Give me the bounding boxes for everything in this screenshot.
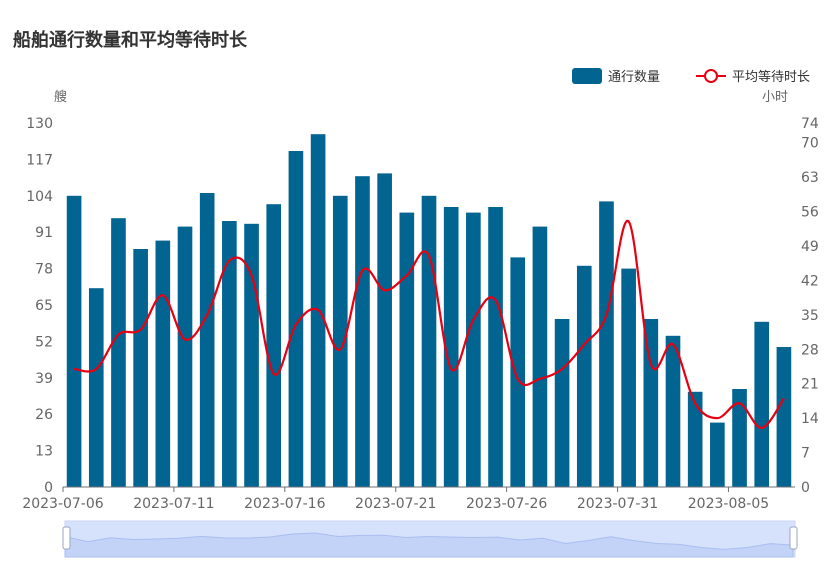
- bar: [576, 265, 592, 487]
- wait-time-line: [73, 220, 785, 430]
- bar: [732, 389, 747, 487]
- x-tick-label: 2023-07-16: [244, 496, 325, 512]
- x-tick-label: 2023-07-31: [577, 496, 658, 512]
- y-left-tick-label: 13: [35, 444, 53, 460]
- bar: [665, 335, 681, 487]
- datazoom-handle-right: [789, 526, 798, 550]
- y-left-tick-label: 0: [44, 480, 53, 496]
- bar: [599, 201, 614, 487]
- y-right-tick-label: 74: [801, 116, 819, 132]
- bar: [399, 212, 415, 487]
- bar: [66, 195, 82, 488]
- y-left-tick-label: 39: [35, 371, 53, 387]
- bar: [776, 347, 792, 487]
- y-right-axis-name: 小时: [762, 90, 789, 105]
- bar: [621, 268, 636, 487]
- bar: [222, 221, 237, 487]
- bar: [532, 226, 548, 487]
- y-left-tick-label: 26: [35, 407, 53, 423]
- y-right-tick-label: 28: [801, 342, 819, 358]
- bar: [88, 288, 104, 487]
- x-tick-label: 2023-08-05: [688, 496, 769, 512]
- bar: [133, 249, 148, 487]
- x-tick-label: 2023-07-11: [133, 496, 214, 512]
- bar: [710, 422, 725, 487]
- bar: [111, 218, 126, 487]
- bar: [443, 207, 459, 487]
- x-tick-label: 2023-07-26: [466, 496, 547, 512]
- y-right-tick-label: 0: [801, 480, 810, 496]
- y-left-tick-label: 104: [26, 189, 53, 205]
- bar: [754, 321, 770, 487]
- y-right-tick-label: 70: [801, 136, 819, 152]
- legend-bar-label: 通行数量: [608, 70, 661, 85]
- bar: [466, 212, 481, 487]
- y-right-tick-label: 14: [801, 411, 819, 427]
- bar: [266, 204, 282, 487]
- datazoom-handle-left: [62, 526, 71, 550]
- y-right-tick-label: 35: [801, 308, 819, 324]
- x-tick-label: 2023-07-06: [22, 496, 103, 512]
- bar: [355, 176, 370, 487]
- bar: [177, 226, 193, 487]
- chart-title: 船舶通行数量和平均等待时长: [13, 30, 247, 51]
- y-right-tick-label: 49: [801, 239, 819, 255]
- bar: [643, 319, 659, 487]
- bar: [687, 391, 703, 487]
- bar: [377, 173, 392, 487]
- y-left-tick-label: 117: [26, 152, 53, 168]
- y-left-tick-label: 65: [35, 298, 53, 314]
- y-right-tick-label: 21: [801, 377, 819, 393]
- y-right-tick-label: 42: [801, 273, 819, 289]
- bar: [288, 151, 304, 487]
- legend-bar-swatch: [572, 67, 602, 84]
- y-left-tick-label: 52: [35, 334, 53, 350]
- legend-item-wait-time[interactable]: 平均等待时长: [696, 66, 810, 85]
- datazoom-preview: [64, 532, 794, 558]
- bar: [199, 193, 215, 487]
- legend-line-label: 平均等待时长: [732, 70, 811, 85]
- bar: [421, 195, 437, 488]
- bar: [510, 257, 526, 487]
- y-right-tick-label: 56: [801, 205, 819, 221]
- y-right-tick-label: 63: [801, 170, 819, 186]
- bar: [332, 195, 348, 488]
- y-left-tick-label: 130: [26, 116, 53, 132]
- bar: [155, 240, 171, 487]
- legend-item-count[interactable]: 通行数量: [572, 66, 660, 85]
- legend-line-swatch: [696, 68, 726, 84]
- y-left-tick-label: 91: [35, 225, 53, 241]
- bar: [554, 319, 570, 487]
- y-left-axis-name: 艘: [54, 90, 68, 105]
- y-right-tick-label: 7: [801, 446, 810, 462]
- x-tick-label: 2023-07-21: [355, 496, 436, 512]
- bar: [488, 207, 503, 487]
- y-left-tick-label: 78: [35, 262, 53, 278]
